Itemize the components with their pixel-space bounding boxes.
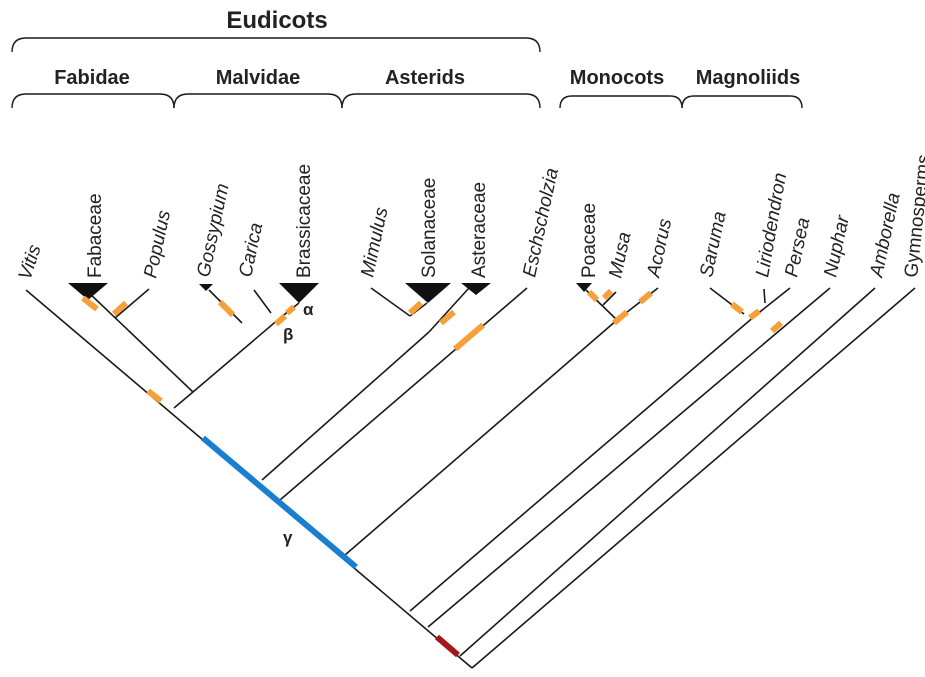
wgd-marker-persea: [770, 320, 783, 334]
fabidae-branch: [86, 290, 194, 393]
gamma-label: γ: [283, 528, 293, 547]
wgd-marker-eschscholzia: [453, 322, 485, 352]
wgd-marker-saruma: [730, 301, 744, 315]
wgd-marker-populus: [111, 300, 129, 317]
taxon-label-asteraceae: Asteraceae: [469, 182, 490, 278]
poaceae-clade: [576, 283, 592, 292]
magnoliids-branch: [409, 314, 757, 612]
fabaceae-clade: [68, 283, 108, 300]
tree-branches: [25, 287, 916, 669]
taxon-label-musa: Musa: [605, 230, 635, 280]
asteraceae-branch: [428, 287, 470, 333]
nuphar-branch: [427, 287, 831, 628]
musa-branch: [602, 291, 617, 306]
taxon-label-gossypium: Gossypium: [193, 182, 233, 279]
taxon-label-persea: Persea: [781, 216, 814, 279]
magnoliids-label: Magnoliids: [696, 67, 800, 89]
wgd-marker-poaceae: [586, 289, 600, 303]
wgd-marker-seed-plants: [435, 634, 460, 658]
gossypium-clade: [199, 284, 213, 291]
fabidae-malvidae-stem: [173, 391, 194, 409]
asterids-branch: [261, 331, 430, 481]
fabidae-label: Fabidae: [54, 67, 130, 89]
amborella-branch: [459, 287, 876, 657]
taxon-label-carica: Carica: [235, 221, 267, 279]
taxon-label-solanaceae: Solanaceae: [419, 178, 440, 278]
taxon-label-mimulus: Mimulus: [357, 205, 392, 279]
eschscholzia-branch: [279, 287, 528, 501]
monocots-bracket: [559, 95, 683, 109]
malvidae-bracket: [173, 93, 343, 109]
eudicots-bracket: [11, 37, 541, 53]
gymnosperms-branch: [471, 287, 916, 669]
wgd-marker-musa: [601, 288, 614, 301]
brassicaceae-clade: [279, 283, 319, 303]
taxon-label-gymnosperms: Gymnosperms: [901, 153, 925, 278]
malvidae-label: Malvidae: [216, 67, 300, 89]
wgd-marker-solanaceae: [407, 300, 424, 316]
carica-branch: [253, 289, 272, 314]
persea-branch: [755, 287, 791, 316]
magnoliids-bracket: [681, 95, 803, 109]
taxon-label-eschscholzia: Eschscholzia: [519, 166, 563, 279]
asterids-bracket: [341, 93, 541, 109]
wgd-marker-alpha: [285, 304, 296, 316]
eudicots-label: Eudicots: [226, 7, 327, 34]
taxon-label-fabaceae: Fabaceae: [85, 193, 106, 278]
solanaceae-clade: [405, 283, 451, 303]
taxon-labels: Vitis Fabaceae Populus Gossypium Carica …: [15, 153, 925, 282]
monocots-label: Monocots: [570, 67, 664, 89]
liriodendron-branch: [763, 288, 766, 304]
wgd-marker-fabaceae: [81, 295, 99, 312]
wgd-marker-magnoliids: [748, 308, 761, 321]
taxon-label-populus: Populus: [140, 208, 175, 280]
alpha-label: α: [303, 300, 314, 319]
wgd-marker-acorus: [638, 290, 653, 305]
malvidae-branch: [192, 317, 281, 393]
wgd-marker-fabidae: [146, 388, 163, 404]
taxon-label-vitis: Vitis: [15, 242, 46, 283]
taxon-label-amborella: Amborella: [866, 191, 905, 280]
asterids-label: Asterids: [385, 67, 465, 89]
taxon-label-saruma: Saruma: [696, 210, 730, 279]
wgd-marker-monocots: [612, 309, 629, 326]
populus-branch: [114, 288, 150, 319]
wgd-marker-gamma: [201, 435, 358, 570]
beta-label: β: [283, 325, 293, 344]
wgd-marker-gossypium: [217, 299, 236, 318]
taxon-label-poaceae: Poaceae: [579, 203, 600, 278]
taxon-label-acorus: Acorus: [643, 216, 676, 280]
wgd-marker-beta: [274, 313, 287, 327]
mimulus-branch: [370, 287, 411, 317]
wgd-marker-asterids: [439, 309, 456, 326]
taxon-label-brassicaceae: Brassicaceae: [294, 164, 315, 278]
wgd-markers: [81, 288, 783, 658]
fabidae-bracket: [11, 93, 175, 109]
asteraceae-clade: [461, 283, 491, 295]
taxon-label-nuphar: Nuphar: [820, 213, 854, 279]
monocots-branch: [344, 319, 618, 556]
collapsed-clades: [68, 283, 592, 303]
